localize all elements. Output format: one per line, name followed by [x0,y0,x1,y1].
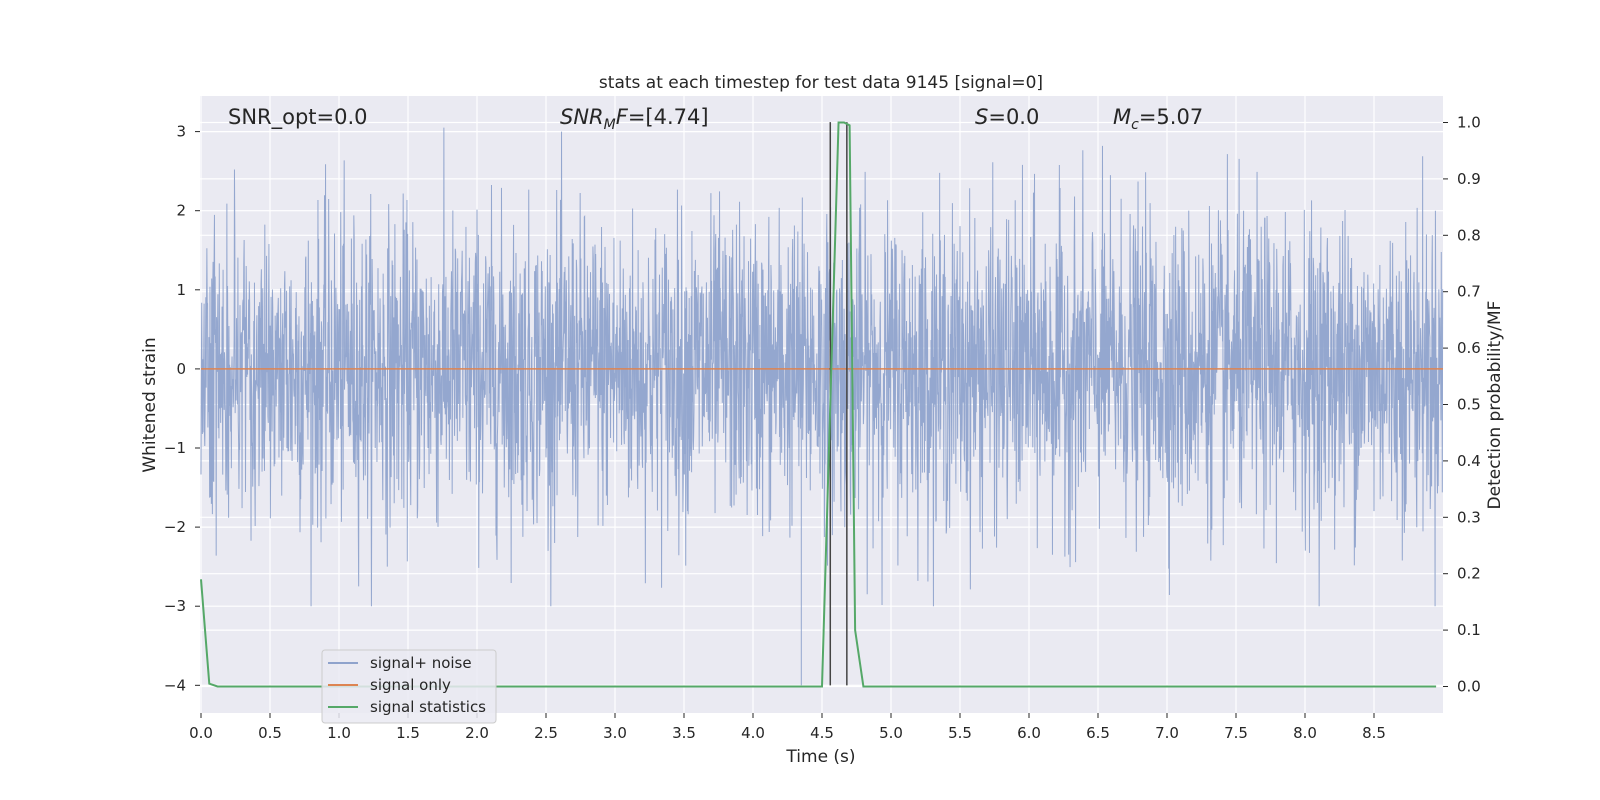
legend-label-statistics: signal statistics [370,698,486,716]
x-tick-label: 1.5 [396,724,420,742]
y2-tick-label: 0.5 [1457,396,1481,414]
x-tick-label: 8.5 [1362,724,1386,742]
x-tick-label: 3.0 [603,724,627,742]
y-tick-label: −3 [164,597,186,615]
y2-tick-label: 0.8 [1457,226,1481,244]
y2-tick-label: 0.4 [1457,452,1481,470]
x-tick-label: 2.0 [465,724,489,742]
legend-box [321,649,497,724]
y-tick-label: 3 [176,123,186,141]
noise-trace [200,127,1444,686]
x-tick-label: 0.5 [258,724,282,742]
y2-tick-label: 0.7 [1457,283,1481,301]
legend: signal+ noise signal only signal statist… [321,649,497,724]
y2-tick-label: 0.2 [1457,565,1481,583]
x-tick-label: 7.0 [1155,724,1179,742]
y-tick-label: 2 [176,202,186,220]
y2-tick-label: 0.0 [1457,677,1481,695]
y-tick-label: −1 [164,439,186,457]
x-tick-label: 1.0 [327,724,351,742]
y-tick-label: 0 [176,360,186,378]
x-tick-label: 2.5 [534,724,558,742]
y2-tick-label: 0.1 [1457,621,1481,639]
y2-axis-ticks: 1.0 0.9 0.8 0.7 0.6 0.5 0.4 0.3 0.2 0.1 0.0 [1443,114,1481,695]
legend-label-noise: signal+ noise [370,654,472,672]
signal-statistics-series [200,121,1437,688]
x-axis-label: Time (s) [785,747,855,767]
x-tick-label: 4.0 [741,724,765,742]
annotation-s: S=0.0 [975,105,1039,129]
annotation-snr-mf: SNRMF=[4.74] [560,105,709,133]
x-tick-label: 5.5 [948,724,972,742]
y-axis-ticks: 3 2 1 0 −1 −2 −3 −4 [164,123,200,694]
x-axis-ticks: 0.0 0.5 1.0 1.5 2.0 2.5 3.0 3.5 4.0 4.5 5.0 5.5 6.0 6… [189,713,1386,742]
x-tick-label: 7.5 [1224,724,1248,742]
x-tick-label: 4.5 [810,724,834,742]
y2-tick-label: 1.0 [1457,114,1481,132]
x-tick-label: 8.0 [1293,724,1317,742]
annotation-mc-value: =5.07 [1139,105,1203,129]
annotation-s-value: =0.0 [988,105,1039,129]
annotation-snr-opt: SNR_opt=0.0 [228,105,368,130]
x-tick-label: 6.0 [1017,724,1041,742]
annotation-mc: Mc=5.07 [1113,105,1203,133]
y2-tick-label: 0.9 [1457,170,1481,188]
annotation-snr-mf-value: =[4.74] [628,105,709,129]
x-tick-label: 0.0 [189,724,213,742]
y-axis-label: Whitened strain [140,337,160,472]
y-tick-label: −2 [164,518,186,536]
chart-title: stats at each timestep for test data 914… [599,73,1043,93]
y2-tick-label: 0.6 [1457,339,1481,357]
signal-statistics-line [200,121,1437,688]
noise-series [200,127,1444,686]
x-tick-label: 3.5 [672,724,696,742]
y2-axis-label: Detection probability/MF [1485,301,1505,510]
x-tick-label: 5.0 [879,724,903,742]
y-tick-label: 1 [176,281,186,299]
legend-label-signal-only: signal only [370,676,451,694]
x-tick-label: 6.5 [1086,724,1110,742]
y2-tick-label: 0.3 [1457,508,1481,526]
y-tick-label: −4 [164,676,186,694]
